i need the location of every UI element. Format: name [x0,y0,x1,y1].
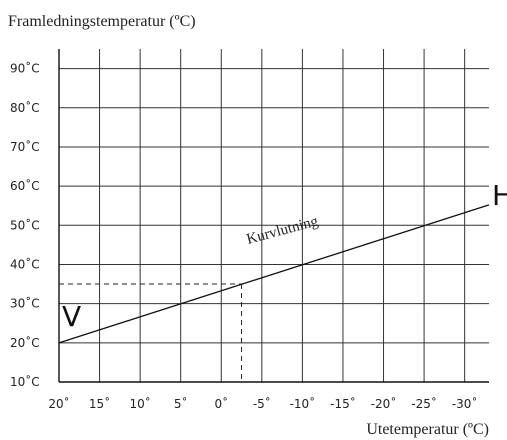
x-tick-label: 15˚ [89,396,110,411]
x-tick-label: 20˚ [48,396,69,411]
y-tick-label: 20˚C [10,335,40,350]
x-tick-label: -20˚ [371,396,397,411]
x-tick-label: -25˚ [411,396,437,411]
v-marker: V [62,300,81,333]
h-marker: H [492,179,507,212]
tick-labels: 20˚ 15˚ 10˚ 5˚ 0˚ -5˚ -10˚ -15˚ -20˚ -25˚ -30˚ 10˚C… [10,61,477,411]
grid [59,49,489,382]
curve-label: Kurvlutning [245,213,320,248]
x-tick-label: 0˚ [214,396,228,411]
x-tick-label: 10˚ [129,396,150,411]
y-tick-label: 10˚C [10,374,40,389]
x-tick-label: -10˚ [290,396,316,411]
y-tick-label: 90˚C [10,61,40,76]
y-tick-label: 40˚C [10,256,40,271]
reference-lines [59,283,243,382]
x-tick-label: -30˚ [452,396,478,411]
y-tick-label: 60˚C [10,178,40,193]
y-tick-label: 30˚C [10,296,40,311]
x-axis-title: Utetemperatur (ºC) [366,421,489,438]
x-tick-label: 5˚ [174,396,188,411]
series-line-kurvlutning [58,204,490,344]
axes [58,49,489,383]
y-axis-title: Framledningstemperatur (ºC) [8,13,196,30]
series [58,204,490,344]
y-tick-label: 80˚C [10,100,40,115]
y-tick-label: 50˚C [10,217,40,232]
x-tick-label: -15˚ [330,396,356,411]
y-tick-label: 70˚C [10,139,40,154]
x-tick-label: -5˚ [253,396,271,411]
